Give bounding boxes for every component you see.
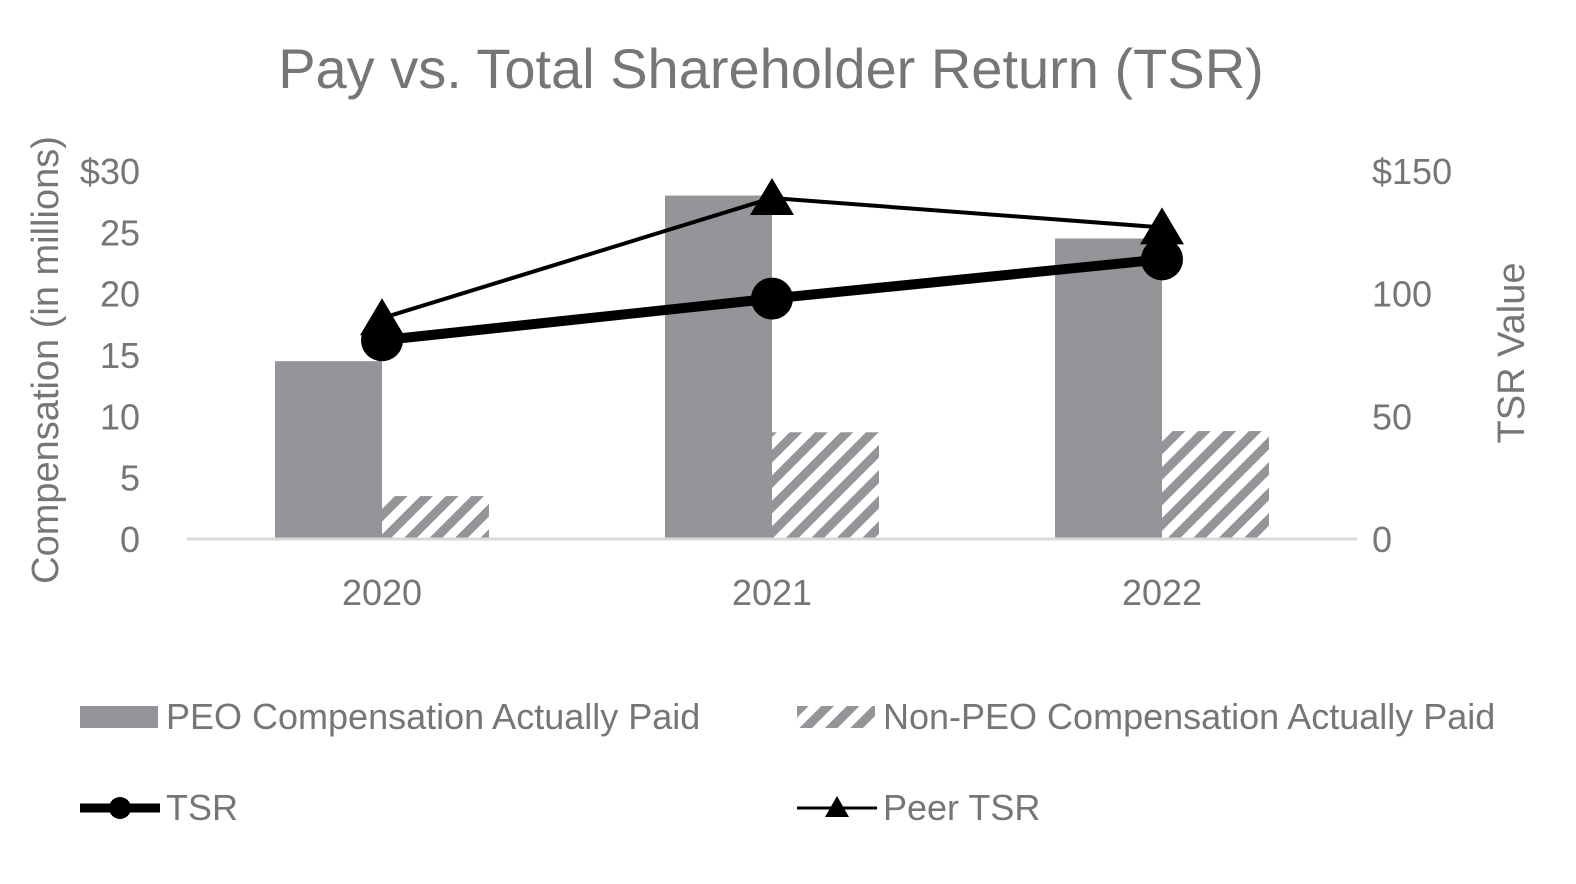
y-axis-title: Compensation (in millions) — [25, 136, 67, 584]
y-tick-label: 20 — [100, 274, 140, 315]
y-tick-label: 25 — [100, 212, 140, 253]
legend-label-peer: Peer TSR — [883, 787, 1040, 828]
y-tick-label: 5 — [120, 458, 140, 499]
legend-swatch-peo — [80, 706, 158, 728]
y2-axis-title: TSR Value — [1491, 263, 1533, 444]
legend-label-peo: PEO Compensation Actually Paid — [166, 696, 700, 737]
bar-nonpeo-2020 — [382, 496, 489, 539]
x-tick-label: 2022 — [1122, 572, 1202, 613]
point-tsr-2021 — [751, 277, 793, 320]
y-tick-label: 15 — [100, 335, 140, 376]
legend-swatch-tsr-marker — [109, 797, 131, 819]
point-tsr-2022 — [1141, 238, 1183, 281]
point-peer-tsr-2021 — [750, 177, 794, 215]
chart-title: Pay vs. Total Shareholder Return (TSR) — [278, 37, 1264, 100]
legend-swatch-peer-marker — [825, 796, 849, 817]
legend-swatch-nonpeo — [797, 706, 875, 728]
y2-tick-label: $150 — [1372, 151, 1452, 192]
y-tick-label: 0 — [120, 519, 140, 560]
point-peer-tsr-2020 — [360, 298, 404, 336]
bar-peo-2021 — [665, 195, 772, 540]
bar-peo-2020 — [275, 361, 382, 539]
y2-tick-label: 50 — [1372, 396, 1412, 437]
y2-tick-label: 100 — [1372, 274, 1432, 315]
x-tick-label: 2021 — [732, 572, 812, 613]
y2-tick-label: 0 — [1372, 519, 1392, 560]
legend-label-tsr: TSR — [166, 787, 238, 828]
y-tick-label: $30 — [80, 151, 140, 192]
y-tick-label: 10 — [100, 396, 140, 437]
bar-peo-2022 — [1055, 238, 1162, 539]
point-peer-tsr-2022 — [1140, 207, 1184, 245]
legend-label-nonpeo: Non-PEO Compensation Actually Paid — [883, 696, 1495, 737]
x-tick-label: 2020 — [342, 572, 422, 613]
bar-nonpeo-2021 — [772, 432, 879, 539]
bar-nonpeo-2022 — [1162, 431, 1269, 539]
